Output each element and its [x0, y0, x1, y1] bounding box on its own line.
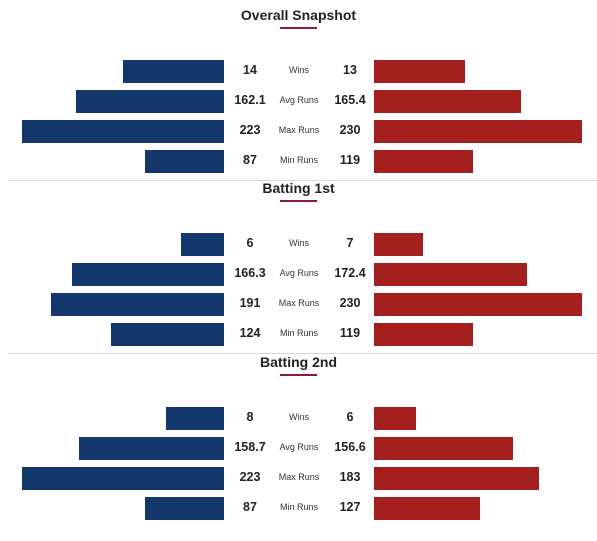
left-team-bar	[72, 263, 224, 286]
right-team-bar	[374, 323, 473, 346]
right-team-value: 183	[339, 470, 361, 484]
comparison-row: 166.3 Avg Runs 172.4	[0, 263, 597, 286]
right-team-bar	[374, 407, 416, 430]
metric-label: Wins	[289, 65, 309, 75]
right-team-value: 156.6	[334, 440, 366, 454]
metric-label: Avg Runs	[279, 442, 319, 452]
comparison-row: 87 Min Runs 119	[0, 150, 597, 173]
right-team-value: 119	[339, 153, 361, 167]
right-team-value: 230	[339, 296, 361, 310]
metric-label: Wins	[289, 412, 309, 422]
right-team-value: 119	[339, 326, 361, 340]
section-title: Batting 2nd	[260, 354, 337, 370]
metric-label: Min Runs	[279, 328, 318, 338]
section-divider	[8, 180, 597, 181]
left-team-bar	[145, 150, 224, 173]
right-team-bar	[374, 467, 539, 490]
left-team-value: 223	[239, 470, 261, 484]
left-team-value: 124	[239, 326, 261, 340]
right-team-bar	[374, 233, 423, 256]
left-team-bar	[79, 437, 224, 460]
right-team-value: 230	[339, 123, 361, 137]
left-team-bar	[22, 467, 224, 490]
left-team-bar	[181, 233, 224, 256]
left-team-value: 87	[243, 153, 257, 167]
left-team-bar	[111, 323, 224, 346]
section-title: Overall Snapshot	[240, 7, 357, 23]
right-team-bar	[374, 60, 465, 83]
right-team-value: 7	[346, 236, 354, 250]
left-team-value: 87	[243, 500, 257, 514]
metric-label: Min Runs	[279, 502, 318, 512]
metric-label: Avg Runs	[279, 95, 319, 105]
left-team-bar	[166, 407, 224, 430]
right-team-bar	[374, 437, 513, 460]
left-team-value: 8	[246, 410, 254, 424]
right-team-value: 165.4	[334, 93, 366, 107]
right-team-bar	[374, 120, 582, 143]
comparison-row: 162.1 Avg Runs 165.4	[0, 90, 597, 113]
comparison-row: 191 Max Runs 230	[0, 293, 597, 316]
chart-section: Overall Snapshot 14 Wins 13 162.1 Avg Runs 165…	[0, 0, 597, 175]
section-title-underline	[280, 374, 317, 376]
right-team-value: 6	[346, 410, 354, 424]
left-team-value: 166.3	[234, 266, 266, 280]
metric-label: Wins	[289, 238, 309, 248]
metric-label: Max Runs	[278, 125, 320, 135]
section-title-underline	[280, 200, 317, 202]
metric-label: Min Runs	[279, 155, 318, 165]
chart-section: Batting 1st 6 Wins 7 166.3 Avg Runs 172.4 191 Ma…	[0, 173, 597, 348]
left-team-value: 191	[239, 296, 261, 310]
left-team-value: 6	[246, 236, 254, 250]
left-team-bar	[123, 60, 224, 83]
comparison-row: 223 Max Runs 230	[0, 120, 597, 143]
right-team-value: 172.4	[334, 266, 366, 280]
comparison-row: 6 Wins 7	[0, 233, 597, 256]
left-team-bar	[145, 497, 224, 520]
metric-label: Max Runs	[278, 298, 320, 308]
right-team-value: 13	[343, 63, 357, 77]
comparison-row: 8 Wins 6	[0, 407, 597, 430]
left-team-value: 223	[239, 123, 261, 137]
left-team-bar	[51, 293, 224, 316]
left-team-value: 14	[243, 63, 257, 77]
left-team-value: 158.7	[234, 440, 266, 454]
left-team-bar	[22, 120, 224, 143]
section-title: Batting 1st	[262, 180, 335, 196]
comparison-row: 87 Min Runs 127	[0, 497, 597, 520]
right-team-bar	[374, 90, 521, 113]
section-divider	[8, 353, 597, 354]
right-team-bar	[374, 150, 473, 173]
comparison-row: 223 Max Runs 183	[0, 467, 597, 490]
left-team-value: 162.1	[234, 93, 266, 107]
right-team-bar	[374, 293, 582, 316]
comparison-row: 158.7 Avg Runs 156.6	[0, 437, 597, 460]
section-title-underline	[280, 27, 317, 29]
metric-label: Max Runs	[278, 472, 320, 482]
right-team-value: 127	[339, 500, 361, 514]
right-team-bar	[374, 263, 527, 286]
comparison-row: 14 Wins 13	[0, 60, 597, 83]
left-team-bar	[76, 90, 224, 113]
right-team-bar	[374, 497, 480, 520]
comparison-row: 124 Min Runs 119	[0, 323, 597, 346]
metric-label: Avg Runs	[279, 268, 319, 278]
chart-section: Batting 2nd 8 Wins 6 158.7 Avg Runs 156.6 223 Ma…	[0, 347, 597, 522]
